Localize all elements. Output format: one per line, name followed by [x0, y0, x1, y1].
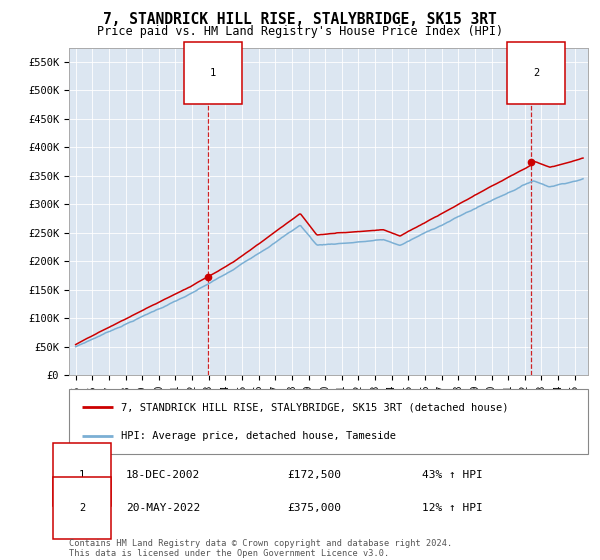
Text: 18-DEC-2002: 18-DEC-2002: [126, 469, 200, 479]
Text: 7, STANDRICK HILL RISE, STALYBRIDGE, SK15 3RT: 7, STANDRICK HILL RISE, STALYBRIDGE, SK1…: [103, 12, 497, 27]
Text: Contains HM Land Registry data © Crown copyright and database right 2024.
This d: Contains HM Land Registry data © Crown c…: [69, 539, 452, 558]
Text: 2: 2: [533, 68, 539, 78]
Text: £375,000: £375,000: [287, 503, 341, 513]
Text: 1: 1: [79, 469, 85, 479]
Text: 1: 1: [210, 68, 216, 78]
Text: 43% ↑ HPI: 43% ↑ HPI: [422, 469, 482, 479]
Text: HPI: Average price, detached house, Tameside: HPI: Average price, detached house, Tame…: [121, 431, 396, 441]
FancyBboxPatch shape: [69, 389, 588, 454]
Text: 12% ↑ HPI: 12% ↑ HPI: [422, 503, 482, 513]
Text: 20-MAY-2022: 20-MAY-2022: [126, 503, 200, 513]
Text: 2: 2: [79, 503, 85, 513]
Text: Price paid vs. HM Land Registry's House Price Index (HPI): Price paid vs. HM Land Registry's House …: [97, 25, 503, 38]
Text: £172,500: £172,500: [287, 469, 341, 479]
Text: 7, STANDRICK HILL RISE, STALYBRIDGE, SK15 3RT (detached house): 7, STANDRICK HILL RISE, STALYBRIDGE, SK1…: [121, 402, 508, 412]
